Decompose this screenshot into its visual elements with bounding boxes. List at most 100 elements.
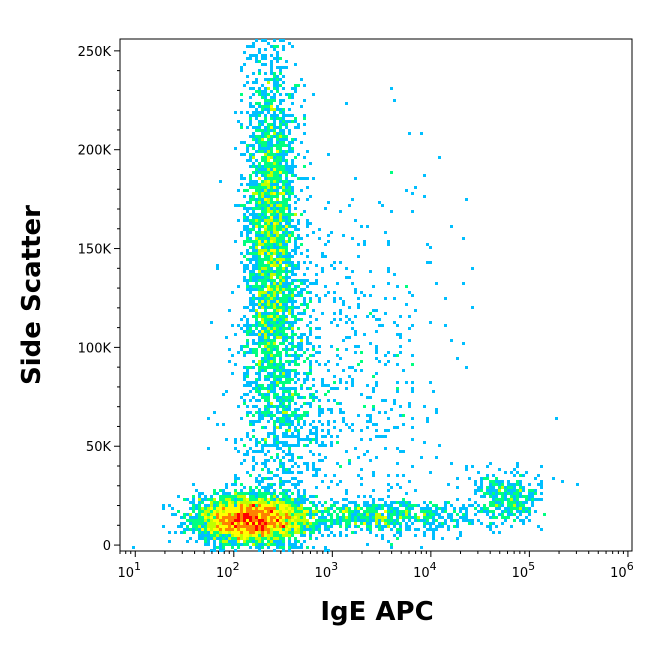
event-bin	[354, 333, 357, 336]
event-bin	[270, 270, 273, 273]
event-bin	[375, 513, 378, 516]
event-bin	[309, 525, 312, 528]
event-bin	[534, 510, 537, 513]
event-bin	[309, 315, 312, 318]
event-bin	[261, 414, 264, 417]
event-bin	[246, 201, 249, 204]
event-bin	[222, 495, 225, 498]
event-bin	[258, 267, 261, 270]
event-bin	[372, 390, 375, 393]
event-bin	[267, 180, 270, 183]
event-bin	[216, 492, 219, 495]
event-bin	[279, 288, 282, 291]
event-bin	[270, 477, 273, 480]
event-bin	[303, 210, 306, 213]
event-bin	[270, 171, 273, 174]
event-bin	[261, 393, 264, 396]
event-bin	[294, 414, 297, 417]
event-bin	[273, 534, 276, 537]
event-bin	[441, 537, 444, 540]
event-bin	[321, 522, 324, 525]
event-bin	[270, 498, 273, 501]
event-bin	[279, 93, 282, 96]
event-bin	[315, 486, 318, 489]
event-bin	[267, 372, 270, 375]
event-bin	[243, 51, 246, 54]
event-bin	[279, 141, 282, 144]
event-bin	[483, 477, 486, 480]
event-bin	[276, 243, 279, 246]
event-bin	[249, 447, 252, 450]
event-bin	[246, 528, 249, 531]
event-bin	[492, 498, 495, 501]
event-bin	[519, 504, 522, 507]
event-bin	[399, 534, 402, 537]
event-bin	[423, 531, 426, 534]
event-bin	[324, 456, 327, 459]
event-bin	[288, 114, 291, 117]
event-bin	[522, 501, 525, 504]
event-bin	[414, 186, 417, 189]
event-bin	[276, 78, 279, 81]
event-bin	[297, 489, 300, 492]
event-bin	[384, 525, 387, 528]
event-bin	[339, 525, 342, 528]
event-bin	[444, 519, 447, 522]
event-bin	[495, 489, 498, 492]
event-bin	[243, 279, 246, 282]
event-bin	[300, 510, 303, 513]
event-bin	[225, 522, 228, 525]
event-bin	[234, 492, 237, 495]
event-bin	[381, 513, 384, 516]
event-bin	[480, 486, 483, 489]
event-bin	[195, 519, 198, 522]
event-bin	[204, 498, 207, 501]
event-bin	[312, 513, 315, 516]
event-bin	[249, 222, 252, 225]
event-bin	[303, 123, 306, 126]
event-bin	[276, 207, 279, 210]
event-bin	[249, 165, 252, 168]
event-bin	[282, 300, 285, 303]
event-bin	[357, 513, 360, 516]
event-bin	[291, 432, 294, 435]
event-bin	[273, 498, 276, 501]
event-bin	[366, 519, 369, 522]
event-bin	[258, 411, 261, 414]
event-bin	[306, 444, 309, 447]
event-bin	[264, 498, 267, 501]
event-bin	[390, 501, 393, 504]
event-bin	[279, 501, 282, 504]
event-bin	[300, 522, 303, 525]
event-bin	[261, 219, 264, 222]
event-bin	[183, 513, 186, 516]
event-bin	[396, 387, 399, 390]
event-bin	[255, 534, 258, 537]
event-bin	[225, 531, 228, 534]
event-bin	[294, 507, 297, 510]
event-bin	[516, 489, 519, 492]
event-bin	[534, 477, 537, 480]
event-bin	[252, 540, 255, 543]
event-bin	[309, 510, 312, 513]
event-bin	[261, 339, 264, 342]
event-bin	[174, 531, 177, 534]
event-bin	[279, 246, 282, 249]
event-bin	[336, 324, 339, 327]
event-bin	[354, 351, 357, 354]
event-bin	[405, 513, 408, 516]
event-bin	[279, 78, 282, 81]
event-bin	[300, 252, 303, 255]
event-bin	[255, 528, 258, 531]
event-bin	[408, 507, 411, 510]
event-bin	[258, 171, 261, 174]
event-bin	[276, 294, 279, 297]
event-bin	[378, 498, 381, 501]
event-bin	[258, 120, 261, 123]
event-bin	[501, 522, 504, 525]
event-bin	[303, 360, 306, 363]
event-bin	[264, 342, 267, 345]
event-bin	[537, 474, 540, 477]
event-bin	[228, 525, 231, 528]
event-bin	[249, 135, 252, 138]
